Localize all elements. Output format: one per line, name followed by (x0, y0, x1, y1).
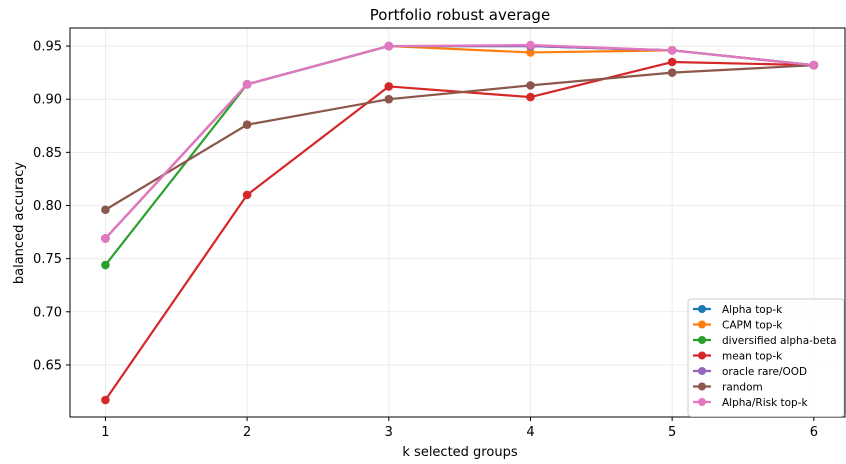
y-tick-label: 0.85 (33, 146, 62, 161)
y-tick-label: 0.95 (33, 40, 62, 55)
data-point (667, 68, 677, 77)
x-tick-label: 5 (668, 425, 676, 440)
data-point (667, 57, 677, 67)
legend-marker (698, 367, 706, 375)
data-point (526, 92, 535, 102)
series-random (101, 60, 819, 215)
legend-item: mean top-k (693, 350, 783, 362)
data-point (384, 41, 394, 51)
series-line (104, 44, 814, 240)
legend-item: Alpha top-k (693, 304, 783, 316)
x-tick-label: 3 (385, 425, 393, 440)
data-point (101, 395, 110, 405)
chart-title: Portfolio robust average (370, 6, 550, 24)
data-point (667, 46, 677, 55)
series-alpha-top-k (101, 41, 819, 243)
data-point (526, 40, 535, 50)
plot-frame (69, 27, 846, 418)
legend: Alpha top-k CAPM top-k diversified alpha-b… (687, 298, 845, 417)
series-diversified-alpha-beta (101, 41, 819, 270)
series-capm-top-k (101, 41, 819, 243)
data-point (101, 260, 110, 270)
y-tick-label: 0.65 (33, 358, 62, 373)
series-line (104, 64, 814, 211)
legend-marker (698, 351, 706, 360)
data-point (242, 190, 252, 200)
series-line (104, 44, 814, 240)
data-point (526, 81, 535, 90)
data-point (101, 234, 110, 243)
legend-label: oracle rare/OOD (722, 366, 807, 378)
data-point (384, 94, 394, 104)
y-axis-label: balanced accuracy (12, 162, 27, 285)
data-point (242, 80, 252, 89)
legend-marker (698, 305, 706, 313)
data-point (809, 60, 819, 70)
legend-item: random (693, 381, 763, 393)
legend-item: oracle rare/OOD (693, 366, 807, 378)
legend-label: Alpha top-k (722, 304, 783, 316)
data-point (242, 120, 252, 130)
x-tick-label: 2 (243, 425, 251, 440)
legend-item: Alpha/Risk top-k (693, 397, 808, 409)
legend-label: CAPM top-k (722, 319, 783, 331)
data-point (384, 82, 394, 91)
legend-label: diversified alpha-beta (722, 335, 837, 347)
legend-box (687, 298, 845, 417)
legend-marker (698, 336, 706, 344)
axis-ticks: 1 2 3 4 5 6 0.65 0.70 0.75 0.80 0.85 0.90 0.95 (33, 40, 818, 440)
legend-marker (698, 382, 706, 391)
data-point (526, 48, 535, 57)
x-tick-label: 1 (101, 425, 109, 440)
y-tick-label: 0.90 (33, 93, 62, 108)
legend-item: CAPM top-k (693, 319, 783, 331)
series-layer (101, 40, 819, 405)
y-tick-label: 0.75 (33, 252, 62, 267)
y-tick-label: 0.80 (33, 199, 62, 214)
legend-label: mean top-k (722, 350, 783, 362)
series-line (104, 44, 814, 266)
x-tick-label: 4 (526, 425, 534, 440)
legend-marker (698, 320, 706, 329)
series-oracle-rare-ood (101, 41, 819, 243)
data-point (101, 205, 110, 215)
legend-label: random (722, 381, 763, 393)
x-tick-label: 6 (810, 425, 818, 440)
series-alpha-risk-top-k (101, 40, 819, 243)
legend-label: Alpha/Risk top-k (722, 397, 808, 409)
series-line (104, 43, 814, 240)
series-line (104, 44, 814, 240)
legend-item: diversified alpha-beta (693, 335, 837, 347)
y-tick-label: 0.70 (33, 305, 62, 320)
x-axis-label: k selected groups (402, 445, 517, 460)
legend-marker (698, 398, 706, 406)
